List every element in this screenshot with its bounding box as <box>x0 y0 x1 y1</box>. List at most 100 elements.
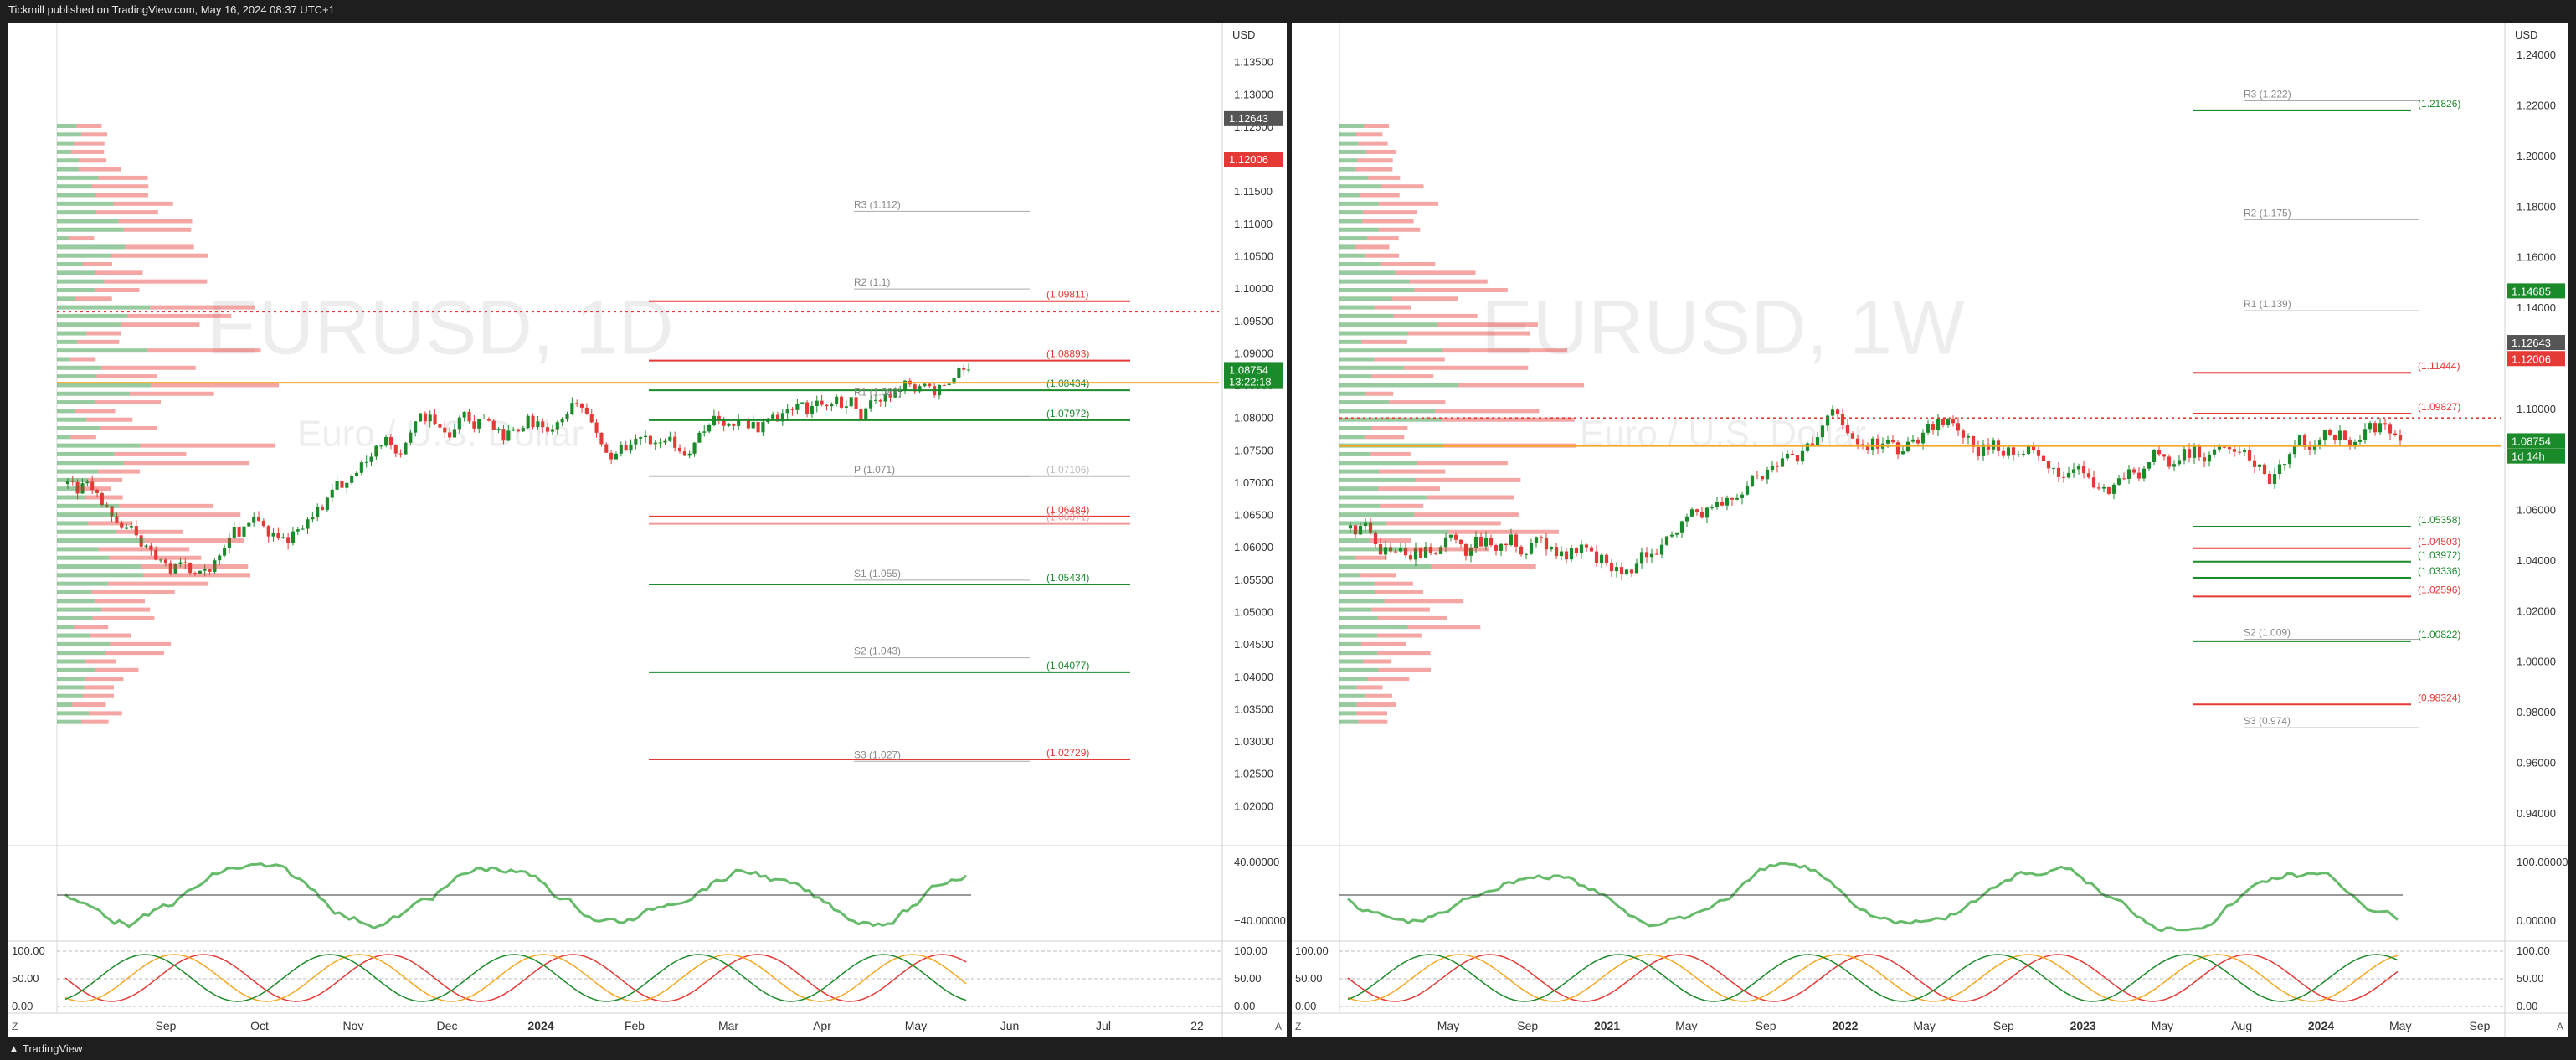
x-tick-label: Dec <box>437 1019 458 1032</box>
autoscale-button[interactable]: A <box>1275 1021 1282 1032</box>
volume-bar-up <box>1339 219 1363 224</box>
candle-body <box>1659 544 1664 555</box>
x-tick-label: 2024 <box>527 1019 553 1032</box>
candle-body <box>1524 553 1529 555</box>
candle-body <box>1840 414 1845 425</box>
candle-body <box>614 453 619 460</box>
candle-body <box>883 393 887 402</box>
candle-body <box>1373 532 1378 545</box>
volume-bar-down <box>91 184 149 189</box>
volume-bar-down <box>98 469 140 474</box>
volume-bar-down <box>1365 693 1393 698</box>
candle-body <box>1699 512 1704 518</box>
x-tick-label: 2021 <box>1594 1019 1620 1032</box>
volume-bar-up <box>57 659 85 664</box>
candle-body <box>516 429 521 432</box>
candle-body <box>457 417 461 430</box>
candle-body <box>1926 424 1931 433</box>
volume-bar-up <box>57 435 71 440</box>
candle-body <box>2061 476 2066 478</box>
candle-body <box>1504 543 1509 546</box>
candle-body <box>2242 450 2247 452</box>
volume-bar-down <box>1371 374 1434 379</box>
candle-body <box>717 415 721 420</box>
candle-body <box>398 453 403 455</box>
candle-body <box>1478 537 1483 547</box>
candle-body <box>644 435 648 438</box>
volume-bar-up <box>57 641 111 646</box>
candle-body <box>467 411 471 422</box>
volume-bar-up <box>57 409 76 414</box>
volume-bar-down <box>101 365 196 370</box>
level-label: (1.06371) <box>1046 512 1089 523</box>
pivot-label: R1 (1.139) <box>2244 298 2291 310</box>
candle-body <box>918 386 922 392</box>
candle-body <box>2337 430 2342 441</box>
timezone-button[interactable]: Z <box>1295 1021 1301 1032</box>
candle-body <box>2076 466 2081 470</box>
candle-body <box>1735 497 1740 500</box>
candle-body <box>2352 441 2357 447</box>
candle-body <box>634 438 638 445</box>
volume-bar-up <box>57 313 128 318</box>
volume-bar-down <box>79 167 121 172</box>
price-tag <box>2507 283 2565 299</box>
volume-bar-up <box>1339 641 1361 646</box>
candle-body <box>2086 473 2091 478</box>
candle-body <box>501 429 506 441</box>
candle-body <box>1418 548 1423 558</box>
candle-body <box>1383 547 1388 555</box>
volume-bar-up <box>57 374 97 379</box>
chart-panel-1[interactable]: EURUSD, 1W Euro / U.S. Dollar (1.21826) (1.… <box>1292 23 2568 1037</box>
candle-body <box>85 481 90 484</box>
volume-bar-up <box>57 331 87 336</box>
timezone-button[interactable]: Z <box>12 1021 18 1032</box>
volume-bar-up <box>1339 495 1427 500</box>
candle-body <box>2347 440 2352 447</box>
candle-body <box>409 432 413 443</box>
candle-body <box>2292 445 2297 455</box>
volume-bar-up <box>57 175 99 180</box>
x-tick-label: Mar <box>718 1019 738 1032</box>
volume-bar-up <box>1339 313 1394 318</box>
price-tag <box>1224 362 1283 378</box>
price-tag <box>1224 152 1283 167</box>
candle-body <box>2036 450 2041 456</box>
chart-panel-0[interactable]: EURUSD, 1D Euro / U.S. Dollar (1.09811) (1.… <box>8 23 1287 1037</box>
volume-bar-up <box>1339 409 1436 414</box>
candle-body <box>2136 472 2142 479</box>
candle-body <box>1519 546 1524 555</box>
candle-body <box>609 452 614 460</box>
candle-body <box>311 517 315 520</box>
x-tick-label: May <box>2389 1019 2411 1032</box>
volume-bar-down <box>100 426 157 430</box>
candle-body <box>1554 546 1559 557</box>
candle-body <box>844 406 848 408</box>
price-tag <box>2507 433 2565 449</box>
candle-body <box>496 429 501 430</box>
candle-body <box>2322 430 2327 441</box>
volume-bar-up <box>57 615 93 620</box>
candle-body <box>2071 469 2076 473</box>
volume-bar-up <box>57 589 92 594</box>
candle-body <box>316 507 320 517</box>
osc2-tick-label: 50.00 <box>1234 972 1262 985</box>
candle-body <box>105 505 109 507</box>
volume-bar-up <box>1339 426 1372 430</box>
volume-bar-down <box>1377 633 1422 638</box>
level-label: (1.05358) <box>2418 514 2460 526</box>
price-tag-label: 1d 14h <box>2512 450 2545 463</box>
volume-bar-up <box>1339 589 1375 594</box>
candle-body <box>653 442 657 445</box>
autoscale-button[interactable]: A <box>2557 1021 2563 1032</box>
candle-body <box>2111 484 2116 494</box>
candle-body <box>2287 454 2292 465</box>
osc2-tick-label-left: 0.00 <box>1295 1000 1316 1012</box>
y-tick-label: 1.04000 <box>2517 554 2556 567</box>
candle-body <box>2227 447 2232 450</box>
candle-body <box>301 528 305 530</box>
volume-bar-up <box>1339 244 1355 250</box>
osc2-tick-label-left: 50.00 <box>12 972 39 985</box>
candle-body <box>1895 442 1900 455</box>
